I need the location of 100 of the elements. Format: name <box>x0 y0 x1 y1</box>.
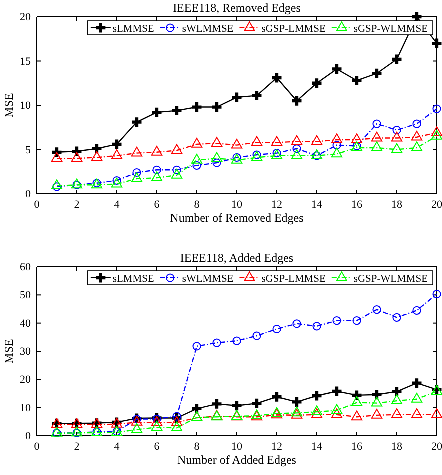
point <box>212 102 222 112</box>
legend-label: sLMMSE <box>112 24 154 35</box>
point <box>51 152 63 162</box>
point <box>171 422 183 432</box>
point <box>331 134 343 144</box>
y-tick-label: 20 <box>20 374 32 386</box>
point <box>352 76 362 86</box>
point <box>391 408 403 418</box>
x-tick-label: 2 <box>74 440 80 453</box>
point <box>172 166 182 174</box>
point <box>152 108 162 118</box>
x-tick-label: 8 <box>194 440 200 453</box>
point <box>171 144 183 154</box>
y-tick-label: 5 <box>26 144 32 156</box>
point <box>212 399 222 409</box>
point <box>152 166 162 174</box>
point <box>331 148 343 158</box>
point <box>291 409 303 419</box>
point <box>192 342 202 351</box>
point <box>312 78 322 88</box>
point <box>131 423 143 434</box>
point <box>392 126 402 135</box>
x-tick-label: 20 <box>432 198 442 211</box>
point <box>431 130 442 140</box>
point <box>432 290 442 299</box>
point <box>391 143 403 154</box>
y-tick-label: 10 <box>20 402 32 414</box>
y-axis-title: MSE <box>2 93 16 118</box>
point <box>432 38 442 48</box>
point <box>151 416 163 426</box>
point <box>411 130 423 141</box>
point <box>52 182 62 192</box>
x-tick-label: 18 <box>392 198 403 211</box>
point <box>411 142 423 152</box>
point <box>171 416 183 426</box>
point <box>372 68 382 78</box>
point <box>252 91 262 101</box>
point <box>252 398 262 408</box>
point <box>371 409 383 419</box>
chart-title: IEEE118, Added Edges <box>180 251 294 265</box>
point <box>351 134 363 144</box>
x-tick-label: 6 <box>154 440 160 453</box>
legend-label: sGSP-WLMMSE <box>354 24 428 35</box>
point <box>51 180 63 190</box>
x-tick-label: 14 <box>312 198 323 211</box>
point <box>231 138 243 149</box>
x-tick-label: 16 <box>352 440 363 453</box>
point <box>192 102 202 112</box>
legend-label: sWLMMSE <box>182 24 234 35</box>
point <box>292 96 302 106</box>
legend-label: sWLMMSE <box>182 274 234 285</box>
chart-title: IEEE118, Removed Edges <box>173 1 302 15</box>
point <box>132 118 142 128</box>
point <box>271 136 283 146</box>
x-tick-label: 2 <box>74 198 80 211</box>
point <box>412 306 422 315</box>
x-tick-label: 4 <box>114 440 120 453</box>
point <box>412 120 422 128</box>
y-tick-label: 50 <box>20 290 32 302</box>
point <box>132 168 142 178</box>
point <box>232 336 242 346</box>
x-tick-label: 20 <box>432 440 442 453</box>
point <box>291 135 303 146</box>
x-tick-label: 0 <box>34 440 40 453</box>
point <box>191 154 203 164</box>
point <box>332 64 342 74</box>
x-tick-label: 4 <box>114 198 120 211</box>
point <box>151 172 163 182</box>
legend-label: sLMMSE <box>112 274 154 285</box>
y-axis-title: MSE <box>2 339 16 364</box>
y-tick-label: 15 <box>20 56 32 68</box>
legend-label: sGSP-WLMMSE <box>354 274 428 285</box>
point <box>392 387 402 397</box>
point <box>391 132 403 142</box>
point <box>311 135 323 146</box>
point <box>332 316 342 326</box>
point <box>232 92 242 102</box>
x-tick-label: 14 <box>312 440 323 453</box>
point <box>91 151 103 162</box>
point <box>131 172 143 182</box>
point <box>371 132 383 142</box>
point <box>171 169 183 179</box>
x-tick-label: 8 <box>194 198 200 211</box>
point <box>312 391 322 401</box>
point <box>192 161 202 170</box>
point <box>351 410 363 421</box>
x-tick-label: 12 <box>272 440 282 453</box>
point <box>372 306 382 314</box>
point <box>252 332 262 340</box>
point <box>211 152 223 162</box>
y-tick-label: 0 <box>26 430 32 443</box>
x-tick-label: 12 <box>272 198 282 211</box>
point <box>272 392 282 402</box>
x-tick-label: 16 <box>352 198 363 211</box>
point <box>291 150 303 160</box>
legend-label: sGSP-LMMSE <box>262 24 326 35</box>
point <box>411 408 423 418</box>
x-tick-label: 10 <box>232 440 243 453</box>
point <box>392 54 402 64</box>
point <box>312 322 322 331</box>
